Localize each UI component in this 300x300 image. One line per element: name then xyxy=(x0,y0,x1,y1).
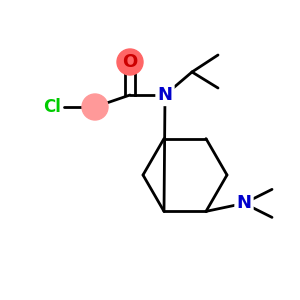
Text: N: N xyxy=(236,194,251,212)
Text: O: O xyxy=(122,53,138,71)
Circle shape xyxy=(117,49,143,75)
Circle shape xyxy=(82,94,108,120)
Text: Cl: Cl xyxy=(43,98,61,116)
Text: N: N xyxy=(158,86,172,104)
